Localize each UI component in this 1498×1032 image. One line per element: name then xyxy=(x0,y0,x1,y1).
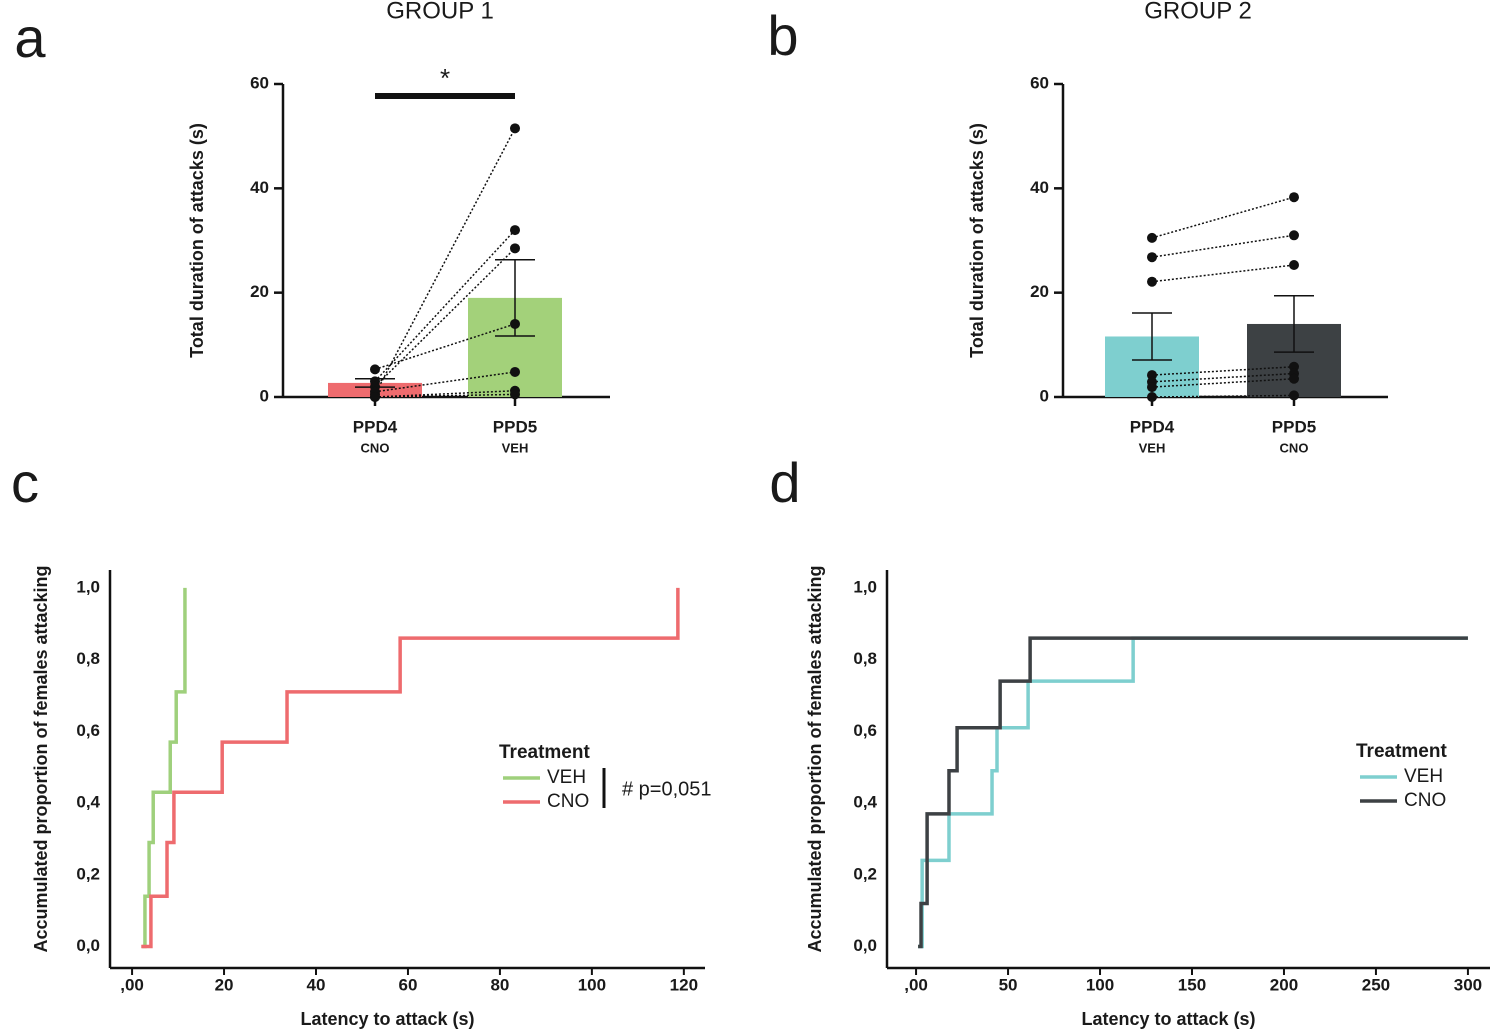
data-point xyxy=(1147,276,1157,287)
y-tick-label: 60 xyxy=(250,73,269,92)
x-tick-label: PPD5 xyxy=(493,417,537,436)
x-tick-sublabel: VEH xyxy=(1139,440,1166,455)
panel-letter: d xyxy=(769,451,800,514)
legend-label: VEH xyxy=(1404,766,1443,787)
data-point xyxy=(1147,232,1157,243)
y-tick-label: 0,6 xyxy=(76,721,100,740)
data-point xyxy=(1289,192,1299,203)
x-tick-sublabel: VEH xyxy=(502,440,529,455)
y-tick-label: 1,0 xyxy=(76,577,100,596)
pair-line xyxy=(1151,234,1295,258)
panel-letter: b xyxy=(767,4,798,67)
significance-label: * xyxy=(440,63,450,93)
data-point xyxy=(370,392,380,402)
panel-letter: c xyxy=(11,451,39,514)
x-tick-label: PPD5 xyxy=(1272,417,1316,436)
legend-label: CNO xyxy=(547,791,589,812)
y-tick-label: 40 xyxy=(1030,178,1049,197)
data-point xyxy=(1289,390,1299,401)
x-tick-label: 20 xyxy=(215,975,234,994)
y-tick-label: 0,6 xyxy=(853,721,877,740)
x-tick-label: ,00 xyxy=(120,975,144,994)
x-tick-label: 100 xyxy=(1086,975,1114,994)
pair-line xyxy=(374,323,516,371)
x-tick-label: 40 xyxy=(307,975,326,994)
x-tick-label: ,00 xyxy=(904,975,928,994)
y-tick-label: 0 xyxy=(260,386,269,405)
x-axis-label: Latency to attack (s) xyxy=(300,1009,474,1029)
x-tick-label: 60 xyxy=(398,975,417,994)
y-axis-label: Accumulated proportion of females attack… xyxy=(805,565,825,952)
x-tick-label: 150 xyxy=(1178,975,1206,994)
data-point xyxy=(1289,230,1299,241)
y-tick-label: 1,0 xyxy=(853,577,877,596)
y-tick-label: 0,2 xyxy=(853,864,877,883)
panel-letter: a xyxy=(14,6,46,69)
x-axis-label: Latency to attack (s) xyxy=(1081,1009,1255,1029)
pair-line xyxy=(374,247,516,388)
x-tick-label: PPD4 xyxy=(353,417,398,436)
x-tick-label: PPD4 xyxy=(1130,417,1175,436)
y-tick-label: 60 xyxy=(1030,73,1049,92)
x-tick-label: 100 xyxy=(578,975,606,994)
data-point xyxy=(370,364,380,375)
y-tick-label: 0,8 xyxy=(76,649,100,668)
y-tick-label: 40 xyxy=(250,178,269,197)
y-tick-label: 20 xyxy=(1030,282,1049,301)
y-tick-label: 20 xyxy=(250,282,269,301)
legend-title: Treatment xyxy=(1356,741,1447,762)
x-tick-sublabel: CNO xyxy=(361,440,390,455)
chart-title: GROUP 2 xyxy=(1144,0,1252,24)
legend-title: Treatment xyxy=(499,742,590,763)
data-point xyxy=(510,318,520,329)
data-point xyxy=(510,225,520,236)
y-axis-label: Accumulated proportion of females attack… xyxy=(31,565,51,952)
data-point xyxy=(1147,382,1157,393)
step-line xyxy=(918,636,1468,949)
y-tick-label: 0,2 xyxy=(76,864,100,883)
pair-line xyxy=(374,371,516,393)
pair-line xyxy=(1151,196,1295,239)
legend-label: CNO xyxy=(1404,790,1446,811)
data-point xyxy=(1289,260,1299,271)
x-tick-label: 200 xyxy=(1270,975,1298,994)
y-axis-label: Total duration of attacks (s) xyxy=(967,123,987,358)
x-tick-label: 250 xyxy=(1362,975,1390,994)
x-tick-label: 50 xyxy=(999,975,1018,994)
y-tick-label: 0,0 xyxy=(853,936,877,955)
x-tick-sublabel: CNO xyxy=(1280,440,1309,455)
x-tick-label: 80 xyxy=(490,975,509,994)
y-tick-label: 0,8 xyxy=(853,649,877,668)
x-tick-label: 300 xyxy=(1454,975,1482,994)
pair-line xyxy=(374,393,516,398)
y-tick-label: 0 xyxy=(1040,386,1049,405)
chart-title: GROUP 1 xyxy=(386,0,494,24)
data-point xyxy=(510,366,520,377)
y-tick-label: 0,4 xyxy=(76,793,100,812)
step-line xyxy=(142,587,187,949)
x-tick-label: 120 xyxy=(670,975,698,994)
data-point xyxy=(1147,392,1157,402)
data-point xyxy=(1289,373,1299,384)
step-line xyxy=(141,587,680,949)
legend-label: VEH xyxy=(547,767,586,788)
y-tick-label: 0,4 xyxy=(853,793,877,812)
pair-line xyxy=(374,389,516,398)
data-point xyxy=(510,389,520,400)
data-point xyxy=(510,243,520,254)
y-axis-label: Total duration of attacks (s) xyxy=(187,123,207,358)
annotation: # p=0,051 xyxy=(622,778,712,800)
data-point xyxy=(1147,252,1157,263)
pair-line xyxy=(1151,264,1295,283)
data-point xyxy=(510,123,520,134)
y-tick-label: 0,0 xyxy=(76,936,100,955)
